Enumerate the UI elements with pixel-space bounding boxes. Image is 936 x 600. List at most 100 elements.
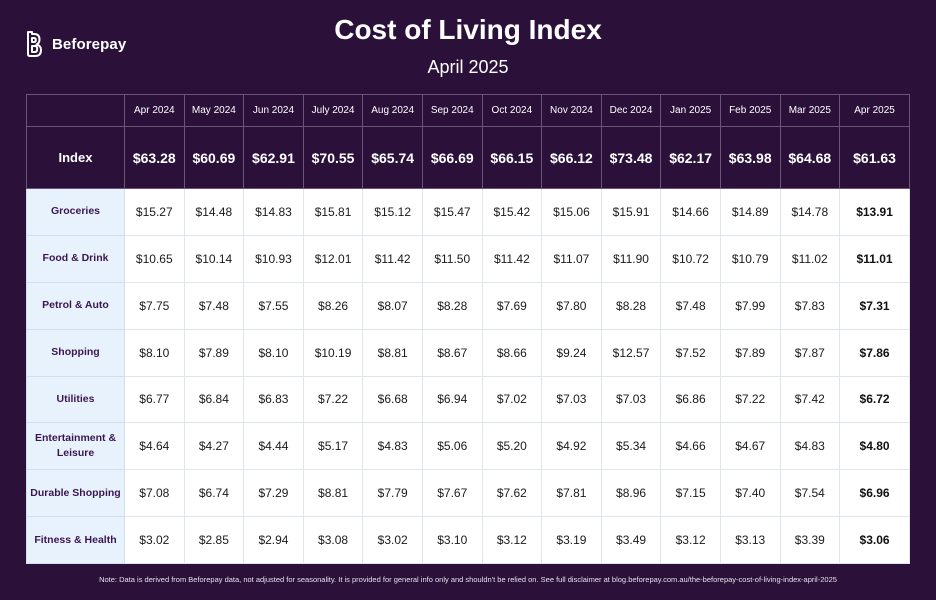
month-header-row: Apr 2024 May 2024 Jun 2024 July 2024 Aug 202…: [26, 94, 910, 127]
value-cell: $5.34: [600, 422, 662, 471]
value-cell: $8.81: [362, 328, 423, 377]
table-row: Groceries $15.27 $14.48 $14.83 $15.81 $15.12 $…: [26, 188, 910, 236]
value-cell: $7.03: [541, 375, 602, 424]
brand-logo: Beforepay: [24, 30, 126, 58]
value-cell: $6.77: [123, 375, 185, 424]
index-row: Index $63.28 $60.69 $62.91 $70.55 $65.74 $66.6…: [26, 126, 910, 189]
value-cell: $5.17: [302, 422, 364, 471]
value-cell: $3.49: [600, 516, 662, 564]
index-value: $63.98: [719, 126, 781, 189]
value-cell: $11.02: [779, 234, 841, 283]
value-cell: $15.81: [302, 188, 364, 236]
value-cell: $8.10: [243, 328, 304, 377]
value-cell: $6.84: [183, 375, 245, 424]
row-label: Fitness & Health: [26, 516, 125, 564]
value-cell: $3.19: [541, 516, 602, 564]
value-cell: $6.96: [839, 469, 910, 518]
table-row: Fitness & Health $3.02 $2.85 $2.94 $3.08 $3.0…: [26, 516, 910, 564]
value-cell: $7.75: [123, 281, 185, 330]
cost-of-living-table-wrap: Apr 2024 May 2024 Jun 2024 July 2024 Aug 202…: [26, 94, 910, 564]
value-cell: $7.86: [839, 328, 910, 377]
value-cell: $7.81: [541, 469, 602, 518]
table-row: Durable Shopping $7.08 $6.74 $7.29 $8.81 $7.7…: [26, 469, 910, 518]
value-cell: $2.85: [183, 516, 245, 564]
index-value: $65.74: [362, 126, 423, 189]
row-label: Durable Shopping: [26, 469, 125, 518]
value-cell: $15.42: [481, 188, 543, 236]
value-cell: $15.91: [600, 188, 662, 236]
index-value: $62.17: [660, 126, 721, 189]
beforepay-logo-icon: [27, 31, 42, 57]
value-cell: $4.83: [362, 422, 423, 471]
value-cell: $6.68: [362, 375, 423, 424]
value-cell: $10.14: [183, 234, 245, 283]
value-cell: $7.62: [481, 469, 543, 518]
value-cell: $4.27: [183, 422, 245, 471]
value-cell: $8.26: [302, 281, 364, 330]
column-header: July 2024: [302, 94, 364, 127]
index-label: Index: [26, 126, 125, 189]
value-cell: $14.89: [719, 188, 781, 236]
column-header: Sep 2024: [421, 94, 483, 127]
value-cell: $13.91: [839, 188, 910, 236]
value-cell: $11.07: [541, 234, 602, 283]
row-label: Utilities: [26, 375, 125, 424]
value-cell: $7.99: [719, 281, 781, 330]
value-cell: $9.24: [541, 328, 602, 377]
value-cell: $10.65: [123, 234, 185, 283]
disclaimer-note: Note: Data is derived from Beforepay dat…: [99, 575, 837, 584]
value-cell: $7.02: [481, 375, 543, 424]
index-value: $66.15: [481, 126, 543, 189]
value-cell: $7.48: [183, 281, 245, 330]
value-cell: $7.52: [660, 328, 721, 377]
value-cell: $3.12: [481, 516, 543, 564]
value-cell: $4.66: [660, 422, 721, 471]
value-cell: $7.03: [600, 375, 662, 424]
cost-of-living-table: Apr 2024 May 2024 Jun 2024 July 2024 Aug 202…: [26, 94, 910, 564]
value-cell: $15.06: [541, 188, 602, 236]
table-row: Entertainment & Leisure $4.64 $4.27 $4.44 $5…: [26, 422, 910, 471]
value-cell: $11.50: [421, 234, 483, 283]
index-value: $61.63: [839, 126, 910, 189]
value-cell: $3.39: [779, 516, 841, 564]
value-cell: $7.80: [541, 281, 602, 330]
index-value: $63.28: [123, 126, 185, 189]
value-cell: $8.67: [421, 328, 483, 377]
value-cell: $11.01: [839, 234, 910, 283]
value-cell: $6.83: [243, 375, 304, 424]
column-header: Feb 2025: [719, 94, 781, 127]
row-label: Entertainment & Leisure: [26, 422, 125, 471]
value-cell: $7.79: [362, 469, 423, 518]
value-cell: $4.80: [839, 422, 910, 471]
value-cell: $7.87: [779, 328, 841, 377]
index-value: $66.12: [541, 126, 602, 189]
value-cell: $7.69: [481, 281, 543, 330]
value-cell: $14.48: [183, 188, 245, 236]
value-cell: $8.66: [481, 328, 543, 377]
value-cell: $3.10: [421, 516, 483, 564]
column-header: Oct 2024: [481, 94, 543, 127]
value-cell: $7.89: [183, 328, 245, 377]
value-cell: $10.93: [243, 234, 304, 283]
value-cell: $7.31: [839, 281, 910, 330]
value-cell: $3.02: [362, 516, 423, 564]
column-header: Aug 2024: [362, 94, 423, 127]
value-cell: $12.57: [600, 328, 662, 377]
index-value: $60.69: [183, 126, 245, 189]
row-label: Petrol & Auto: [26, 281, 125, 330]
table-row: Food & Drink $10.65 $10.14 $10.93 $12.01 $11.…: [26, 234, 910, 283]
value-cell: $10.79: [719, 234, 781, 283]
column-header: Dec 2024: [600, 94, 662, 127]
value-cell: $6.74: [183, 469, 245, 518]
value-cell: $7.54: [779, 469, 841, 518]
value-cell: $4.92: [541, 422, 602, 471]
value-cell: $14.83: [243, 188, 304, 236]
value-cell: $4.64: [123, 422, 185, 471]
value-cell: $7.40: [719, 469, 781, 518]
row-label: Groceries: [26, 188, 125, 236]
value-cell: $14.78: [779, 188, 841, 236]
value-cell: $15.47: [421, 188, 483, 236]
value-cell: $7.89: [719, 328, 781, 377]
value-cell: $8.81: [302, 469, 364, 518]
column-header: May 2024: [183, 94, 245, 127]
